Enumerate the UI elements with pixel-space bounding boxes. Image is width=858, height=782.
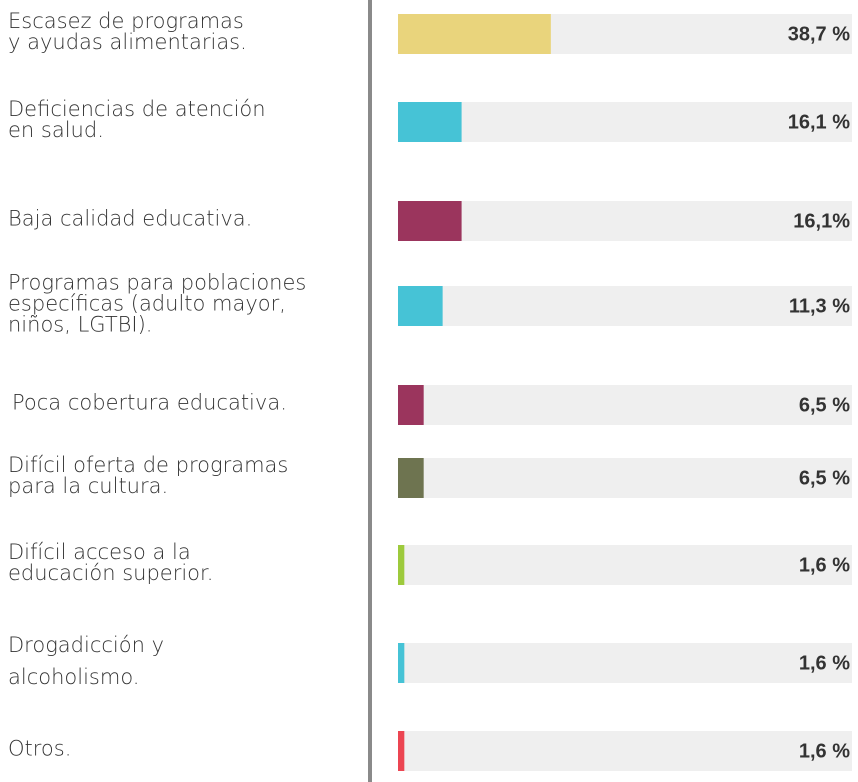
value-label: 6,5 %: [799, 467, 850, 489]
category-label: Difícil acceso a la educación superior.: [8, 540, 214, 585]
bar-track: [398, 102, 852, 142]
value-label: 16,1%: [793, 210, 850, 232]
value-label: 1,6 %: [799, 652, 850, 674]
category-label: Programas para poblaciones específicas (…: [8, 270, 307, 337]
value-label: 1,6 %: [799, 740, 850, 762]
bar: [398, 201, 462, 241]
value-label: 38,7 %: [788, 23, 850, 45]
category-label: Poca cobertura educativa.: [12, 390, 287, 415]
bar: [398, 643, 405, 683]
category-label: Difícil oferta de programas para la cult…: [8, 453, 289, 498]
category-label: Baja calidad educativa.: [8, 206, 253, 231]
bar-track: [398, 545, 852, 585]
value-label: 1,6 %: [799, 554, 850, 576]
category-label: Deficiencias de atención en salud.: [8, 97, 266, 142]
bar: [398, 385, 424, 425]
bar-track: [398, 286, 852, 326]
bar: [398, 458, 424, 498]
bar-track: [398, 385, 852, 425]
value-label: 6,5 %: [799, 394, 850, 416]
category-label: Otros.: [8, 736, 72, 761]
bar: [398, 731, 405, 771]
category-label: Drogadicción y alcoholismo.: [8, 633, 165, 689]
bar-track: [398, 458, 852, 498]
bar: [398, 545, 405, 585]
bar-track: [398, 201, 852, 241]
bar: [398, 14, 551, 54]
bar-track: [398, 731, 852, 771]
value-label: 11,3 %: [789, 295, 850, 317]
divider: [368, 0, 372, 782]
category-label: Escasez de programas y ayudas alimentari…: [8, 9, 247, 54]
bar: [398, 102, 462, 142]
bar: [398, 286, 443, 326]
value-label: 16,1 %: [788, 111, 850, 133]
bar-track: [398, 643, 852, 683]
